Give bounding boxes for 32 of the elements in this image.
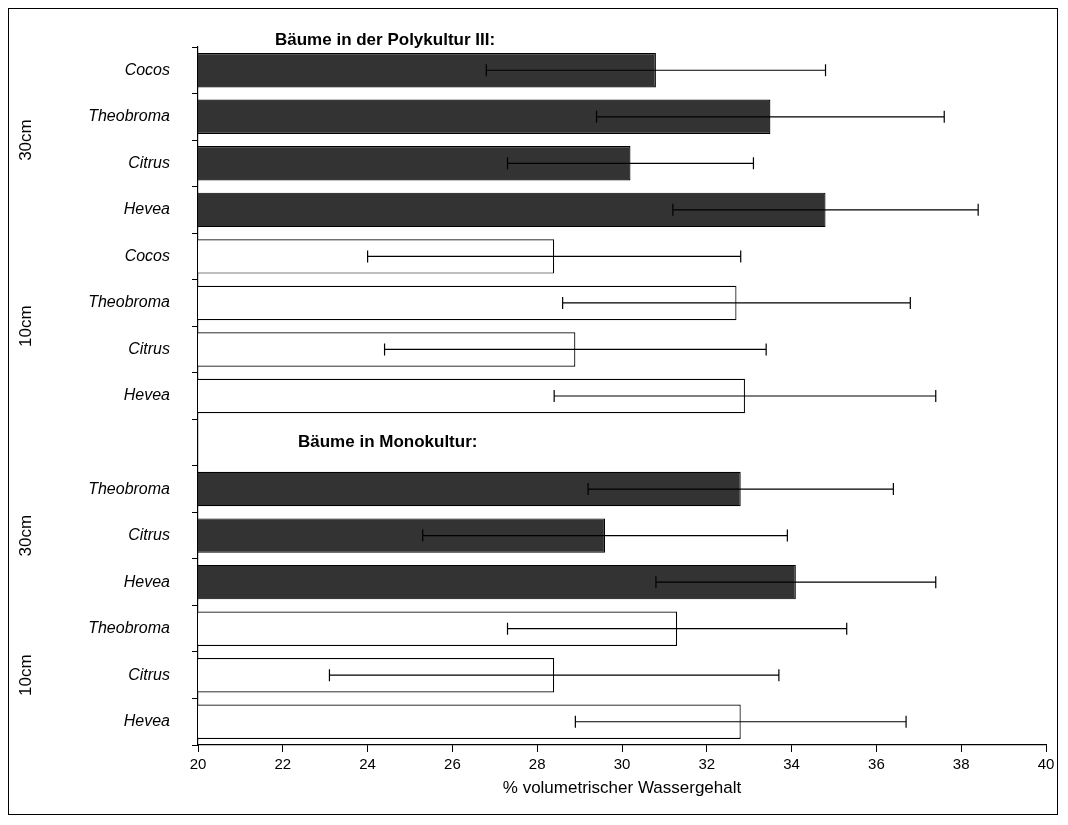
x-axis-title: % volumetrischer Wassergehalt: [502, 778, 742, 798]
text: 30cm: [15, 119, 35, 161]
y-tick-label: Cocos: [124, 246, 170, 264]
y-tick-label: Cocos: [124, 60, 170, 78]
y-tick-label: Hevea: [123, 386, 171, 404]
y-tick-label: Hevea: [123, 572, 171, 590]
x-tick-label: 30: [613, 755, 631, 773]
x-tick-label: 38: [952, 755, 970, 773]
x-tick-label: 26: [444, 755, 461, 773]
y-tick-label: Theobroma: [88, 479, 171, 497]
x-tick-label: 20: [189, 755, 207, 773]
text: 10cm: [15, 305, 35, 347]
y-tick-label: Theobroma: [88, 293, 171, 311]
y-tick-label: Citrus: [128, 665, 170, 683]
x-tick-label: 36: [868, 755, 885, 773]
x-tick-label: 28: [528, 755, 546, 773]
y-tick-label: Theobroma: [88, 619, 171, 637]
y-tick-label: Theobroma: [88, 107, 171, 125]
y-tick-label: Citrus: [128, 526, 170, 544]
y-tick-label: Hevea: [123, 200, 171, 218]
x-tick-label: 32: [698, 755, 716, 773]
x-tick-label: 22: [274, 755, 292, 773]
x-tick-label: 34: [783, 755, 800, 773]
chart-title: Bäume in der Polykultur III:: [275, 30, 496, 50]
y-tick-label: Hevea: [123, 712, 171, 730]
x-tick-label: 40: [1037, 755, 1055, 773]
y-tick-label: Citrus: [128, 153, 170, 171]
y-tick-label: Citrus: [128, 339, 170, 357]
text: 10cm: [15, 654, 35, 696]
text: 30cm: [15, 514, 35, 557]
x-tick-label: 24: [359, 755, 376, 773]
annotation: Bäume in Monokultur:: [298, 432, 478, 452]
